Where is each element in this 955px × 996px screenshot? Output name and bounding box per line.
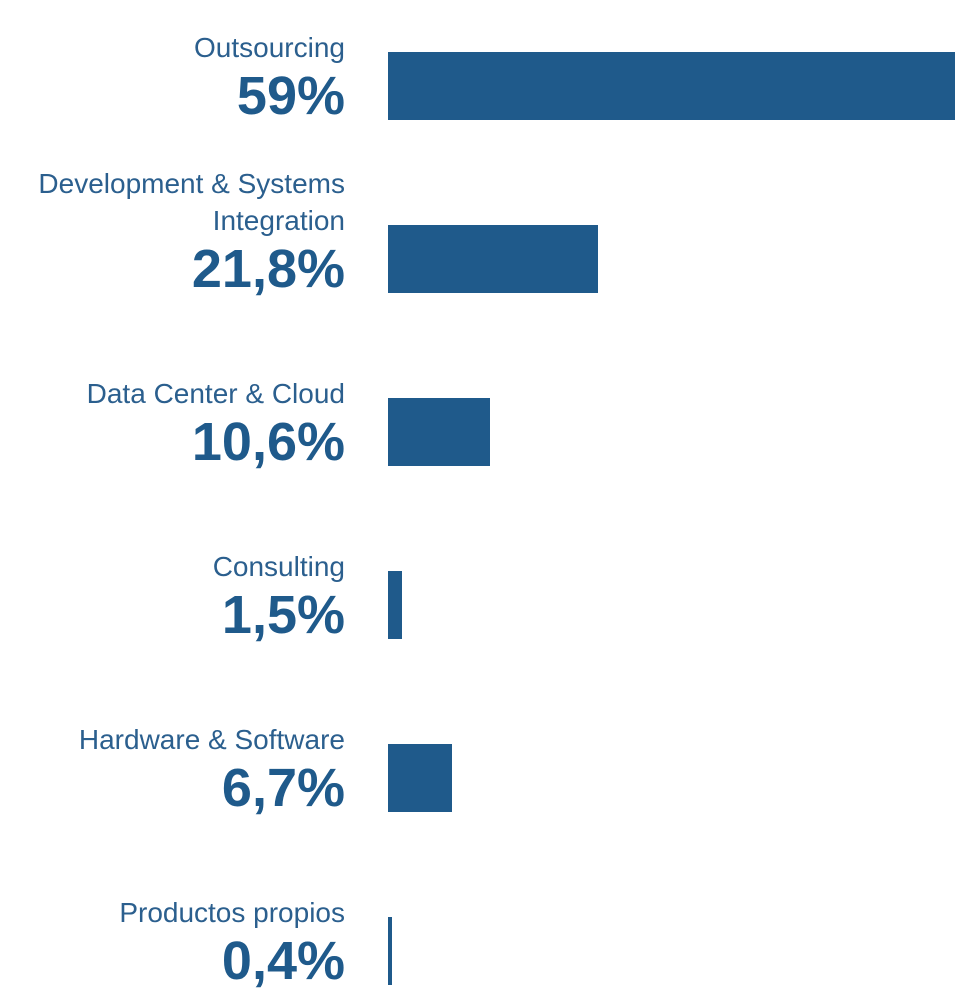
value-label: 21,8% — [191, 239, 345, 299]
label-block: Productos propios 0,4% — [0, 894, 345, 991]
category-label: Outsourcing — [194, 32, 345, 63]
bar — [388, 52, 955, 120]
category-label: Data Center & Cloud — [86, 378, 345, 409]
bar — [388, 398, 490, 466]
bar — [388, 744, 453, 812]
label-block: Data Center & Cloud 10,6% — [0, 375, 345, 472]
label-block: Outsourcing 59% — [0, 29, 345, 126]
value-label: 6,7% — [221, 758, 345, 818]
value-label: 0,4% — [221, 931, 345, 991]
value-label: 59% — [236, 66, 345, 126]
label-block: Development & Systems Integration 21,8% — [0, 165, 345, 299]
bar — [388, 571, 403, 639]
value-label: 10,6% — [191, 412, 345, 472]
bar — [388, 917, 392, 985]
category-label: Productos propios — [119, 897, 345, 928]
category-label: Hardware & Software — [78, 724, 345, 755]
label-block: Hardware & Software 6,7% — [0, 721, 345, 818]
category-label: Development & Systems Integration — [38, 168, 345, 236]
bar — [388, 225, 598, 293]
value-label: 1,5% — [221, 585, 345, 645]
label-block: Consulting 1,5% — [0, 548, 345, 645]
category-label: Consulting — [212, 551, 345, 582]
